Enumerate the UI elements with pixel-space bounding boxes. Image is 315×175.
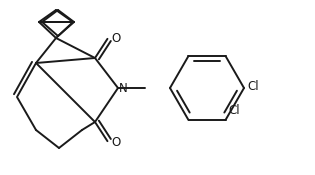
Text: O: O [111, 32, 120, 44]
Text: Cl: Cl [247, 79, 259, 93]
Text: N: N [119, 82, 128, 95]
Text: Cl: Cl [228, 104, 240, 117]
Text: O: O [111, 135, 120, 149]
